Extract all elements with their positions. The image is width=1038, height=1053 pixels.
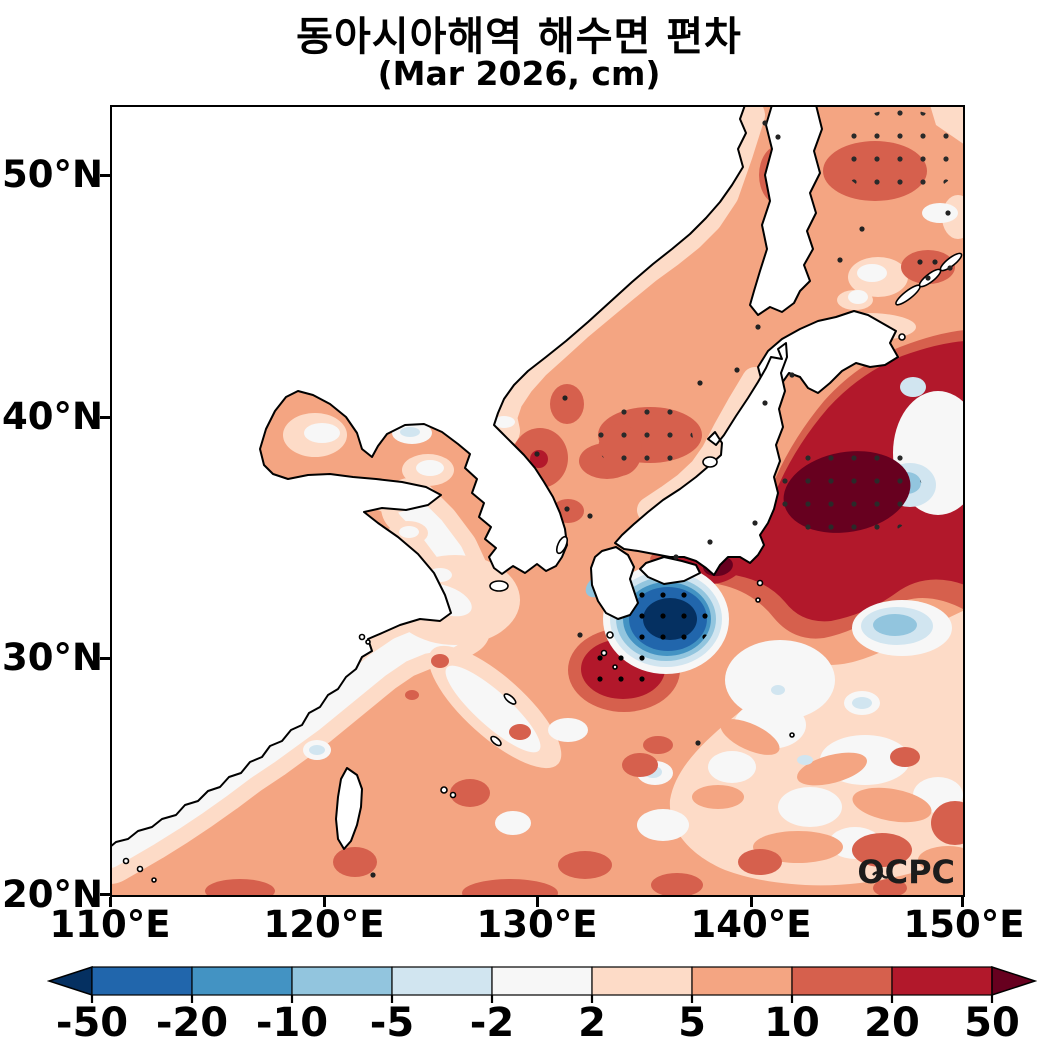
colorbar-tick-label: 50 <box>964 1000 1020 1046</box>
colorbar-tick-label: -5 <box>369 1000 415 1046</box>
lat-tick-mark <box>100 893 110 896</box>
colorbar-over-arrow <box>991 966 1037 997</box>
colorbar-segment <box>691 966 793 996</box>
colorbar-tick-label: 2 <box>578 1000 606 1046</box>
lon-tick-mark <box>750 897 753 907</box>
land-mainland-asia-korea <box>110 105 747 848</box>
page-title: 동아시아해역 해수면 편차 <box>296 14 742 60</box>
lon-tick-label: 140°E <box>690 903 812 946</box>
colorbar-tick-label: 10 <box>764 1000 820 1046</box>
anomaly-salmon-veins <box>692 719 965 874</box>
land-honshu <box>614 342 788 576</box>
colorbar-segment <box>891 966 993 996</box>
stipple-regions <box>370 109 962 878</box>
lat-tick-label: 30°N <box>2 636 103 679</box>
lon-tick-label: 110°E <box>49 903 171 946</box>
colorbar-tick-label: -2 <box>469 1000 515 1046</box>
land-sakhalin <box>749 105 823 316</box>
colorbar-under-arrow <box>47 966 93 997</box>
colorbar-segment <box>391 966 493 996</box>
landmasses <box>110 105 963 883</box>
land-taiwan <box>335 767 363 850</box>
lon-tick-label: 130°E <box>476 903 598 946</box>
ocpc-watermark-text: OCPC <box>857 853 955 891</box>
colorbar-segment <box>791 966 893 996</box>
lat-tick-label: 40°N <box>2 395 103 438</box>
colorbar <box>47 966 1037 1003</box>
colorbar-segment <box>191 966 293 996</box>
colorbar-tick-label: -10 <box>255 1000 329 1046</box>
colorbar-segment <box>91 966 193 996</box>
lon-tick-label: 120°E <box>263 903 385 946</box>
colorbar-tick-label: 20 <box>864 1000 920 1046</box>
lat-tick-mark <box>100 416 110 419</box>
colorbar-tick-label: -50 <box>55 1000 129 1046</box>
ocpc-watermark: OCPC <box>857 853 955 891</box>
lon-tick-label: 150°E <box>903 903 1025 946</box>
page-subtitle: (Mar 2026, cm) <box>377 54 661 93</box>
lon-tick-mark <box>323 897 326 907</box>
colorbar-segment <box>491 966 593 996</box>
lon-tick-mark <box>109 897 112 907</box>
lon-tick-mark <box>536 897 539 907</box>
lon-tick-mark <box>961 897 964 907</box>
colorbar-segment <box>291 966 393 996</box>
lat-tick-label: 20°N <box>2 873 103 916</box>
colorbar-tick-label: -20 <box>155 1000 229 1046</box>
land-shikoku <box>639 556 701 585</box>
map-border <box>110 105 965 897</box>
lat-tick-mark <box>100 657 110 660</box>
lat-tick-label: 50°N <box>2 153 103 196</box>
anomaly-map: OCPC <box>110 105 965 897</box>
colorbar-segment <box>591 966 693 996</box>
colorbar-tick-label: 5 <box>678 1000 706 1046</box>
lat-tick-mark <box>100 174 110 177</box>
ocpc-wave-icon <box>872 871 892 879</box>
